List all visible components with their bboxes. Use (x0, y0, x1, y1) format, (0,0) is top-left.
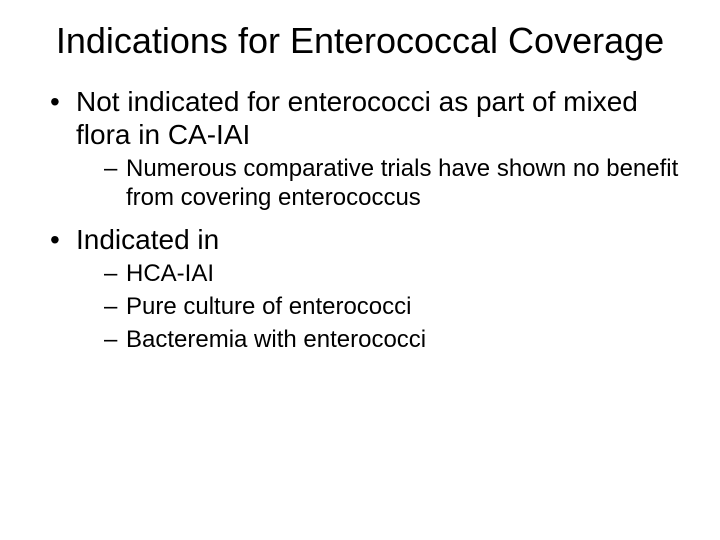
sub-bullet-item: Numerous comparative trials have shown n… (104, 155, 680, 213)
sub-bullet-item: Pure culture of enterococci (104, 293, 680, 322)
slide: Indications for Enterococcal Coverage No… (0, 0, 720, 540)
bullet-item: Indicated in HCA-IAI Pure culture of ent… (50, 223, 680, 354)
bullet-list: Not indicated for enterococci as part of… (40, 85, 680, 354)
bullet-item: Not indicated for enterococci as part of… (50, 85, 680, 213)
sub-bullet-text: Pure culture of enterococci (126, 293, 411, 320)
sub-bullet-item: Bacteremia with enterococci (104, 326, 680, 355)
sub-bullet-text: Numerous comparative trials have shown n… (126, 155, 678, 211)
bullet-text: Indicated in (76, 224, 219, 255)
sub-bullet-list: Numerous comparative trials have shown n… (76, 155, 680, 213)
bullet-text: Not indicated for enterococci as part of… (76, 86, 638, 150)
sub-bullet-text: HCA-IAI (126, 260, 214, 287)
sub-bullet-text: Bacteremia with enterococci (126, 326, 426, 353)
slide-title: Indications for Enterococcal Coverage (40, 20, 680, 61)
sub-bullet-item: HCA-IAI (104, 260, 680, 289)
sub-bullet-list: HCA-IAI Pure culture of enterococci Bact… (76, 260, 680, 354)
